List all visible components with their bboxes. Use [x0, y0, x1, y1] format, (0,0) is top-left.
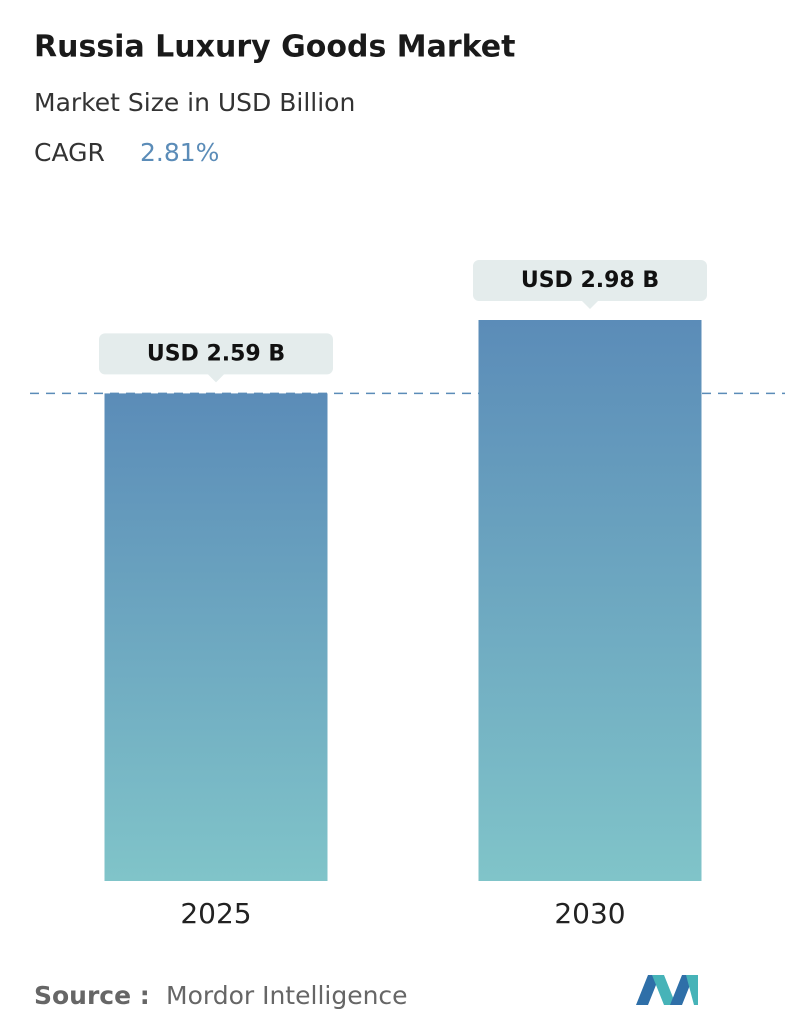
- source-label: Source :: [34, 981, 150, 1010]
- cagr-value: 2.81%: [140, 138, 219, 167]
- x-tick-label: 2025: [180, 897, 251, 930]
- chart-subtitle: Market Size in USD Billion: [34, 88, 355, 117]
- source: Mordor Intelligence: [166, 981, 408, 1010]
- value-label-box: [473, 260, 707, 309]
- logo: [636, 975, 698, 1005]
- value-label-box: [99, 333, 333, 383]
- chart-title: Russia Luxury Goods Market: [34, 30, 515, 65]
- cagr-label: CAGR: [34, 138, 105, 167]
- value-label: USD 2.59 B: [147, 341, 285, 366]
- bar: [104, 393, 328, 881]
- bar: [478, 320, 702, 881]
- value-label: USD 2.98 B: [521, 268, 659, 293]
- x-tick-label: 2030: [554, 897, 625, 930]
